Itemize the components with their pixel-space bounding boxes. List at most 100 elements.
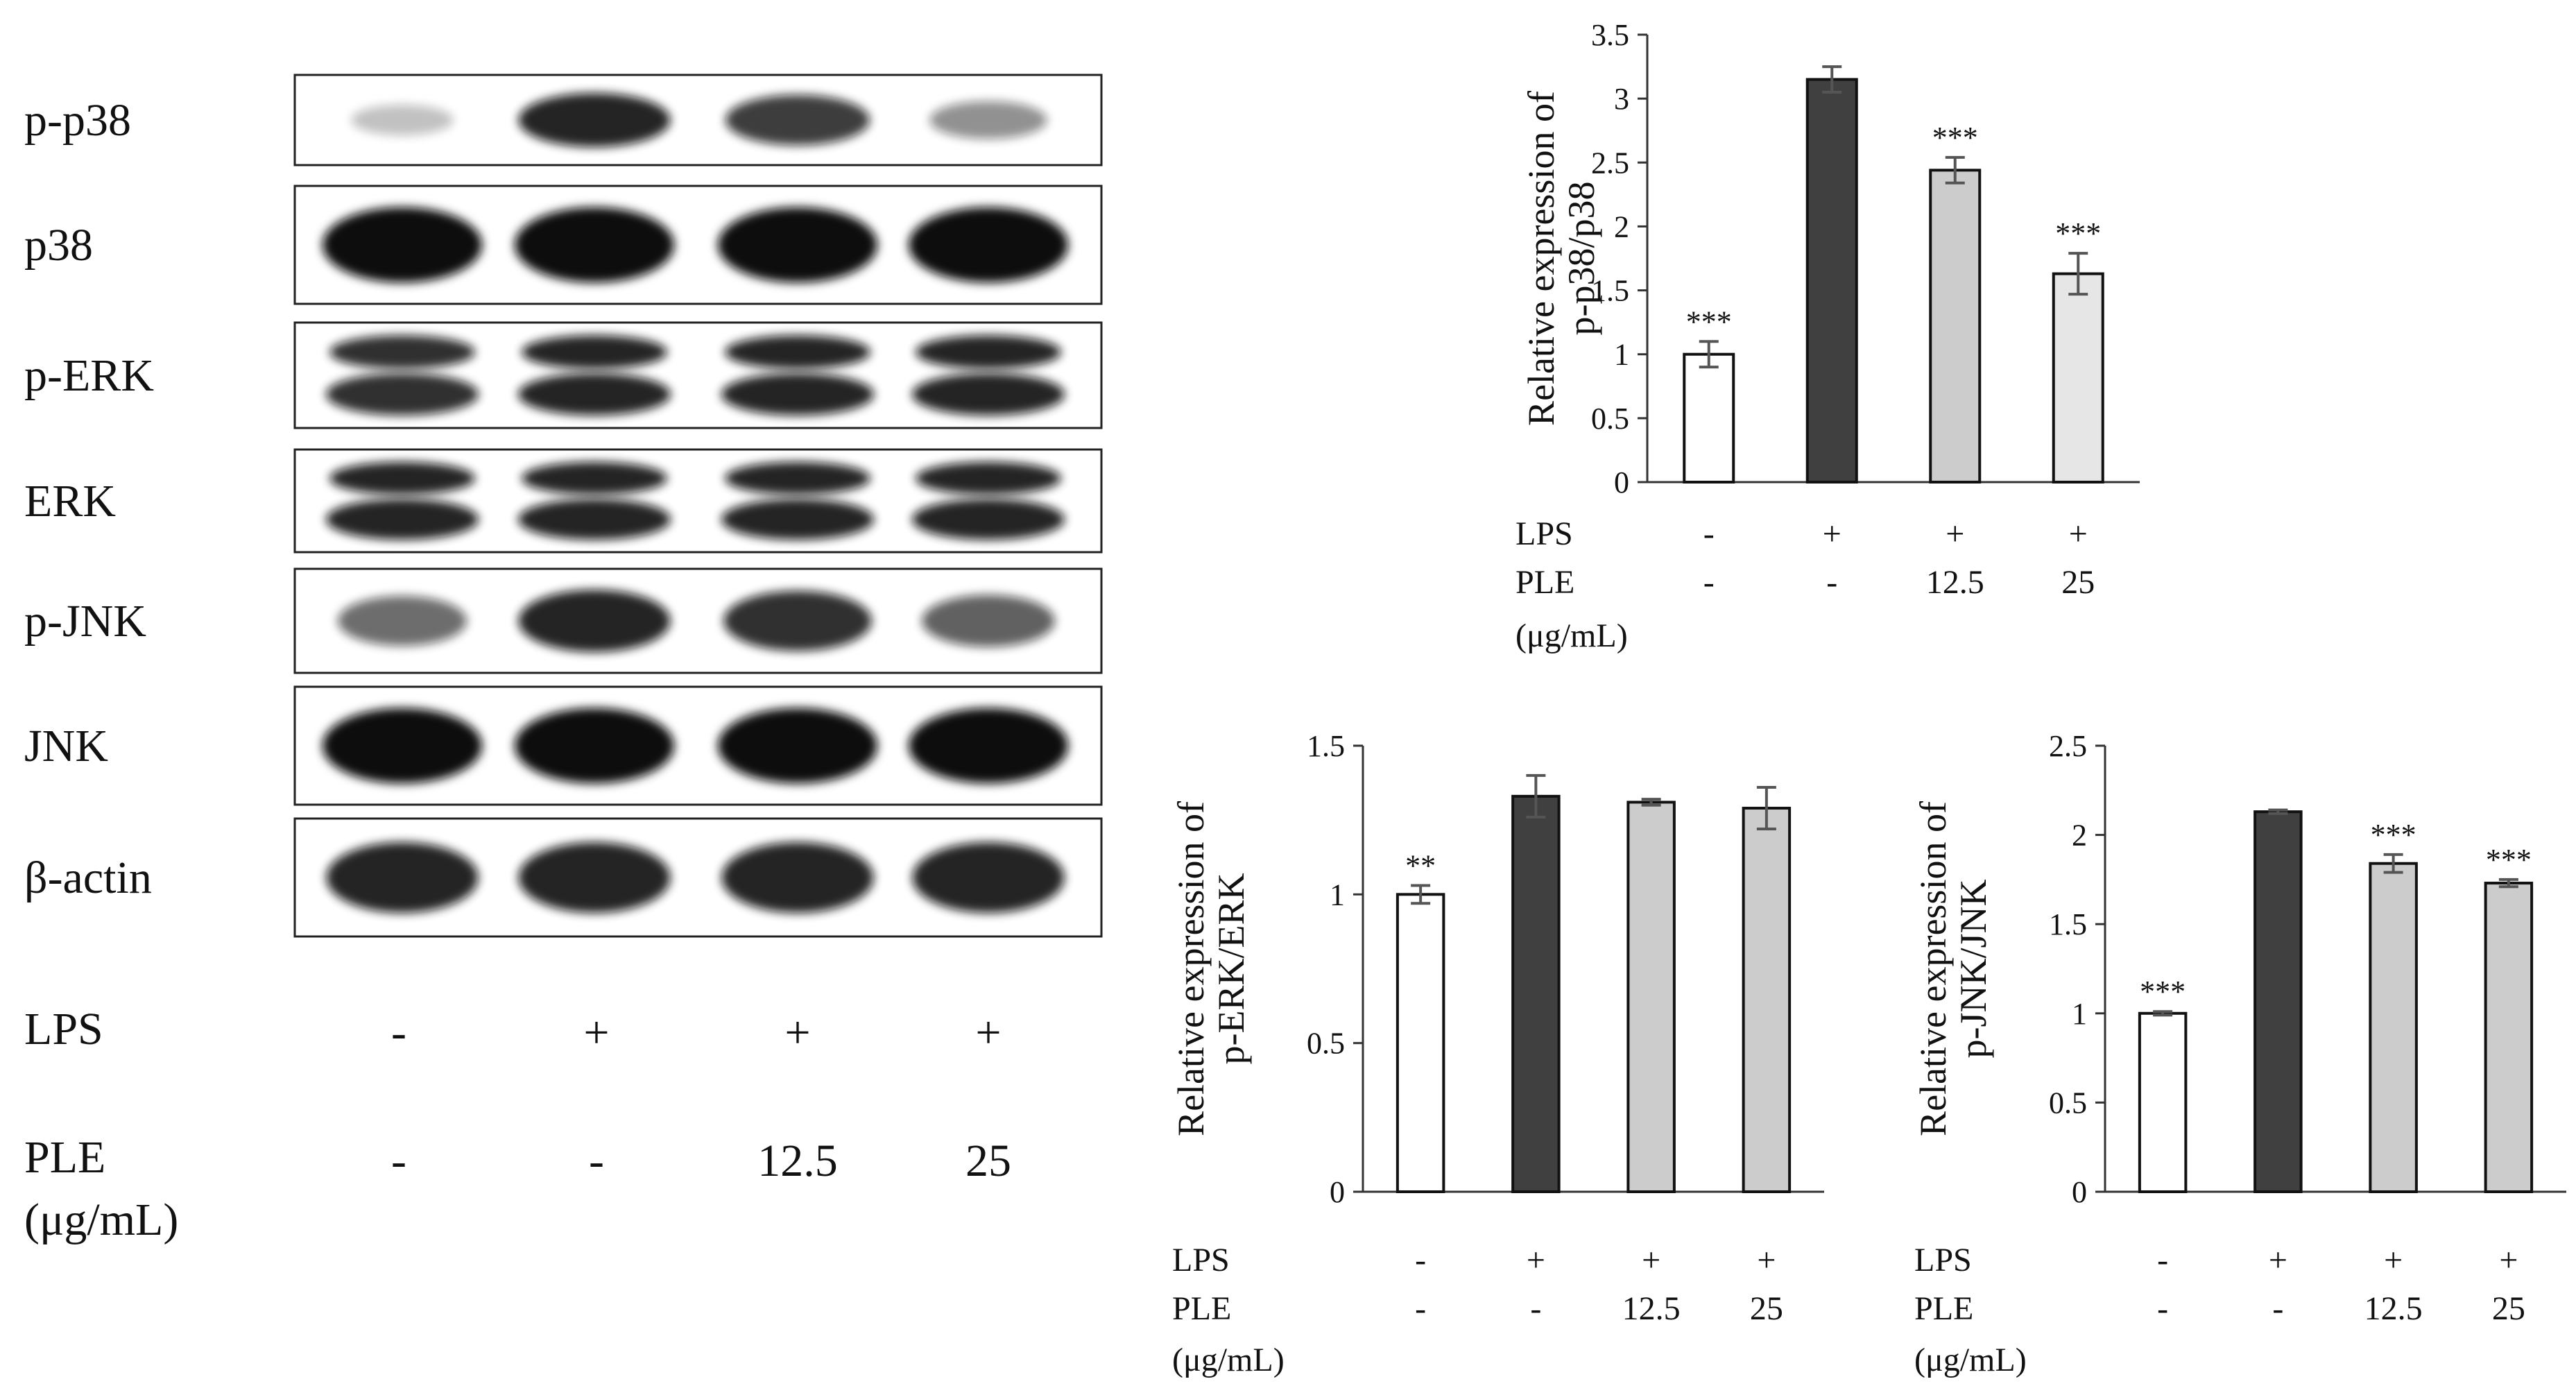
lps-condition: + (583, 1007, 609, 1058)
lps-condition: + (975, 1007, 1001, 1058)
blot-band (912, 842, 1065, 913)
lps-condition: + (784, 1007, 810, 1058)
bar (1396, 893, 1445, 1194)
y-tick-label: 2 (1614, 209, 1629, 243)
blot-band (323, 708, 482, 784)
blot-band-upper (725, 461, 870, 495)
blot-band-upper (916, 335, 1061, 369)
blot-band (351, 104, 454, 136)
ple-condition: - (2157, 1290, 2168, 1327)
y-axis-label: p-ERK/ERK (1210, 873, 1252, 1065)
ple-unit-label: (μg/mL) (1914, 1342, 2027, 1378)
blot-row-label: β-actin (24, 853, 152, 903)
significance-label: *** (1932, 121, 1978, 155)
blot-band-upper (522, 335, 667, 369)
lps-label: LPS (24, 1004, 103, 1054)
bar (1742, 807, 1792, 1193)
blot-band (909, 708, 1068, 784)
bar (2052, 272, 2104, 483)
y-tick-label: 0.5 (1307, 1027, 1345, 1061)
lps-condition: + (2069, 515, 2088, 552)
significance-label: *** (2055, 216, 2101, 250)
blot-band-lower (721, 499, 874, 540)
bar (2369, 862, 2418, 1193)
blot-band-lower (518, 499, 671, 540)
lps-condition: + (1527, 1242, 1545, 1278)
blot-band (326, 842, 479, 913)
lps-condition: + (1757, 1242, 1776, 1278)
lps-label: LPS (1515, 515, 1573, 552)
blot-band-lower (518, 373, 671, 416)
ple-condition: 12.5 (2364, 1290, 2423, 1327)
blot-band-lower (912, 499, 1065, 540)
y-tick-label: 0.5 (2049, 1086, 2087, 1120)
lps-condition: + (1823, 515, 1841, 552)
blot-band (338, 596, 467, 646)
blot-band-upper (916, 461, 1061, 495)
y-tick-label: 1 (1330, 878, 1345, 912)
y-tick-label: 0.5 (1591, 402, 1629, 436)
blot-band (323, 207, 482, 283)
blot-row-label: p38 (24, 220, 93, 271)
bar (1929, 169, 1982, 483)
significance-label: *** (2371, 818, 2416, 852)
y-axis-label: Relative expression of (1170, 801, 1212, 1136)
ple-condition: 25 (1750, 1290, 1783, 1327)
blot-band (929, 101, 1047, 139)
blot-row-label: p-JNK (24, 596, 146, 647)
y-tick-label: 0 (2072, 1175, 2087, 1209)
p-erk-bar-chart: 0 0.5 1 1.5 Relative expression ofp-ERK/ERK *… (1170, 729, 1824, 1378)
y-tick-label: 3 (1614, 82, 1629, 116)
blot-band (721, 842, 874, 913)
blot-band (515, 708, 674, 784)
y-tick-label: 1.5 (1591, 274, 1629, 308)
significance-label: ** (1405, 848, 1436, 882)
blot-row-label: JNK (24, 721, 108, 771)
blot-band (909, 207, 1068, 283)
blot-band (718, 207, 877, 283)
y-axis-label: p-p38/p38 (1561, 182, 1602, 336)
y-tick-label: 1 (1614, 338, 1629, 372)
lps-condition: + (1946, 515, 1964, 552)
y-tick-label: 1 (2072, 997, 2087, 1031)
y-tick-label: 2.5 (2049, 729, 2087, 763)
p-p38-bar-chart: 0 0.5 1 1.5 2 2.5 3 3.5 Relative expression ofp-… (1515, 18, 2140, 654)
blot-band-upper (329, 461, 475, 495)
lps-condition: + (2384, 1242, 2403, 1278)
lps-condition: - (2157, 1242, 2168, 1278)
bar (2138, 1011, 2188, 1194)
bar (1626, 801, 1676, 1193)
blot-band-upper (725, 335, 870, 369)
ple-label: PLE (1172, 1290, 1231, 1327)
blot-band (922, 594, 1055, 647)
lps-label: LPS (1172, 1242, 1230, 1278)
ple-condition: 25 (2492, 1290, 2525, 1327)
lps-condition: + (2499, 1242, 2518, 1278)
ple-condition: 12.5 (1926, 564, 1984, 601)
blot-band-lower (326, 499, 479, 540)
blot-band (723, 590, 872, 651)
y-axis-label: Relative expression of (1912, 801, 1954, 1136)
ple-label: PLE (1914, 1290, 1973, 1327)
ple-condition: 12.5 (1622, 1290, 1681, 1327)
ple-condition: 25 (965, 1136, 1011, 1186)
ple-condition: 25 (2061, 564, 2095, 601)
blot-band (518, 842, 671, 913)
y-tick-label: 2.5 (1591, 146, 1629, 180)
ple-unit-label: (μg/mL) (1172, 1342, 1285, 1378)
blot-row-label: p-ERK (24, 350, 154, 401)
blot-band (718, 708, 877, 784)
lps-condition: - (391, 1007, 406, 1058)
blot-band (725, 94, 870, 146)
bar (1511, 794, 1561, 1193)
blot-band-upper (522, 461, 667, 495)
significance-label: *** (2140, 975, 2186, 1009)
ple-condition: - (391, 1136, 406, 1186)
ple-label: PLE (1515, 564, 1574, 601)
ple-condition: 12.5 (757, 1136, 838, 1186)
ple-unit-label: (μg/mL) (24, 1195, 178, 1245)
bar (1683, 352, 1735, 484)
y-axis-label: Relative expression of (1520, 91, 1562, 426)
lps-condition: - (1415, 1242, 1426, 1278)
